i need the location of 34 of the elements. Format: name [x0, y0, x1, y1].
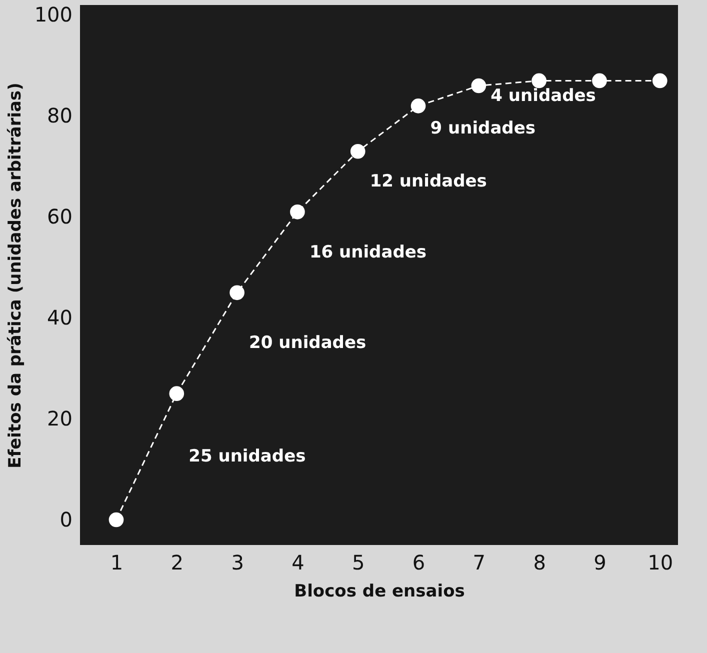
x-tick-label: 5 — [352, 550, 365, 574]
y-tick-label: 100 — [34, 2, 72, 27]
x-tick-label: 7 — [472, 550, 486, 574]
annotation: 12 unidades — [370, 172, 487, 192]
annotation: 25 unidades — [188, 446, 306, 467]
point — [532, 73, 546, 88]
x-tick-label: 9 — [594, 550, 606, 574]
y-axis-title: Efeitos da prática (unidades arbitrárias) — [5, 82, 26, 468]
point — [652, 73, 668, 88]
x-tick-label: 2 — [170, 550, 184, 574]
x-tick-label: 6 — [412, 550, 426, 574]
annotation: 4 unidades — [490, 86, 596, 106]
annotation: 16 unidades — [309, 242, 427, 262]
x-tick-label: 1 — [110, 550, 124, 574]
y-tick-label: 20 — [47, 406, 72, 430]
annotation: 9 unidades — [430, 118, 536, 139]
y-tick-label: 60 — [47, 204, 72, 228]
x-tick-label: 8 — [533, 550, 546, 574]
point — [108, 512, 124, 528]
point — [471, 78, 486, 94]
x-axis-title: Blocos de ensaios — [294, 582, 465, 602]
point — [592, 73, 607, 88]
x-tick-label: 4 — [292, 550, 304, 574]
x-tick-label: 10 — [648, 550, 674, 574]
x-tick-label: 3 — [231, 550, 244, 574]
point — [230, 285, 244, 300]
point — [290, 204, 305, 220]
point — [350, 144, 366, 159]
y-tick-label: 40 — [47, 305, 72, 330]
point — [410, 98, 426, 114]
y-tick-label: 0 — [60, 507, 72, 532]
y-tick-label: 80 — [47, 104, 72, 128]
annotation: 20 unidades — [249, 333, 366, 354]
point — [169, 386, 184, 401]
